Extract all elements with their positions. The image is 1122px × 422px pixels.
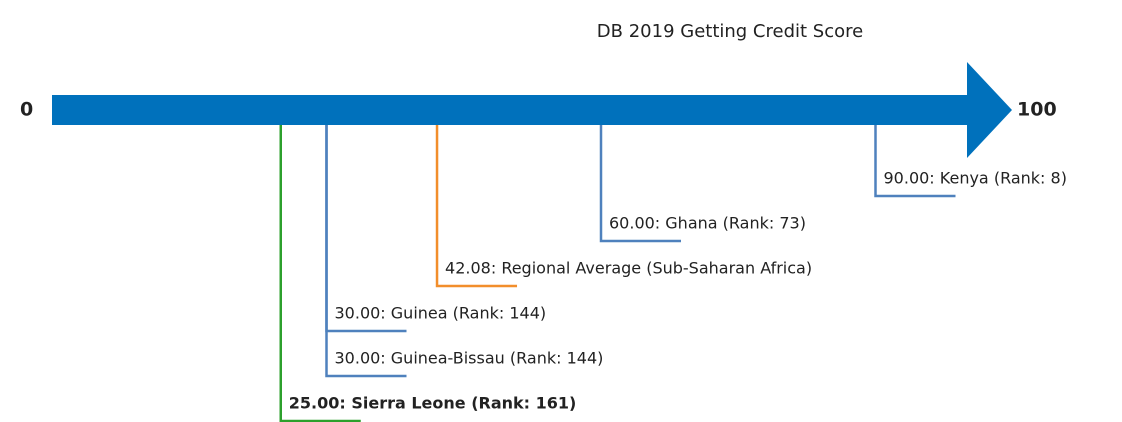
value-label: 30.00: Guinea-Bissau (Rank: 144): [335, 349, 604, 368]
leader-line: [325, 125, 407, 378]
value-label: 90.00: Kenya (Rank: 8): [884, 169, 1067, 188]
value-label: 25.00: Sierra Leone (Rank: 161): [289, 394, 577, 413]
tick-label: 0: [20, 99, 33, 121]
axis-arrow: [52, 62, 1012, 158]
leader-line: [435, 125, 518, 288]
value-label: 42.08: Regional Average (Sub-Saharan Afr…: [445, 259, 812, 278]
leader-line: [279, 125, 361, 422]
leader-line: [874, 125, 956, 198]
leader-line: [599, 125, 681, 243]
value-label: 60.00: Ghana (Rank: 73): [609, 214, 806, 233]
tick-label: 100: [1017, 99, 1057, 121]
leader-line: [325, 125, 407, 333]
value-label: 30.00: Guinea (Rank: 144): [335, 304, 547, 323]
chart-title: DB 2019 Getting Credit Score: [597, 21, 863, 42]
